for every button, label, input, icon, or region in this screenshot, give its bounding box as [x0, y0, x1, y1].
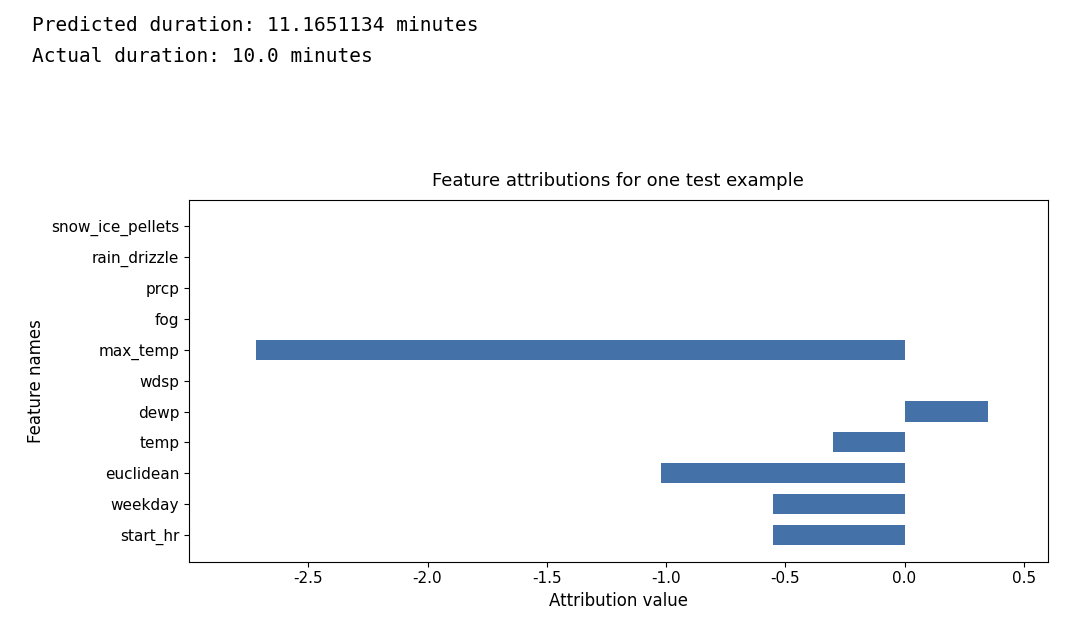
Y-axis label: Feature names: Feature names	[27, 319, 45, 442]
Title: Feature attributions for one test example: Feature attributions for one test exampl…	[432, 172, 805, 190]
Text: Predicted duration: 11.1651134 minutes: Predicted duration: 11.1651134 minutes	[32, 16, 478, 34]
Bar	[905, 401, 988, 422]
Bar	[256, 339, 905, 360]
Text: Actual duration: 10.0 minutes: Actual duration: 10.0 minutes	[32, 47, 374, 66]
Bar	[773, 525, 905, 545]
Bar	[833, 432, 905, 452]
X-axis label: Attribution value: Attribution value	[549, 592, 688, 610]
Bar	[773, 494, 905, 514]
Bar	[661, 463, 905, 484]
